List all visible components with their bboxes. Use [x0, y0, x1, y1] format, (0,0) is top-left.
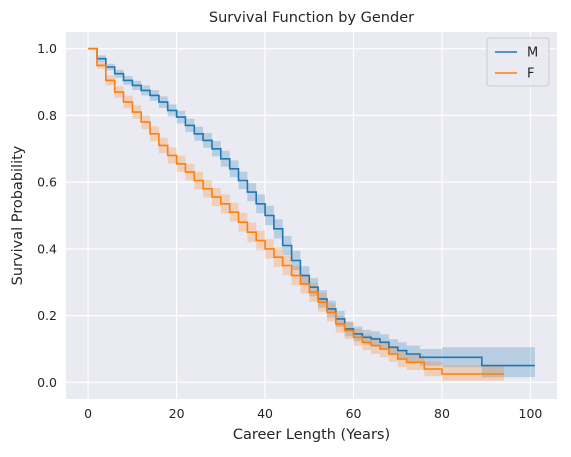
- y-tick-label: 0.8: [37, 108, 57, 123]
- survival-lines: [88, 47, 535, 375]
- x-axis-ticks: 0 20 40 60 80 100: [84, 406, 542, 421]
- ci-band-m: [88, 48, 535, 378]
- x-axis-label: Career Length (Years): [233, 427, 390, 443]
- survival-line-f: [88, 47, 504, 375]
- y-axis-label: Survival Probability: [10, 145, 26, 285]
- x-tick-label: 40: [257, 406, 273, 421]
- y-tick-label: 0.2: [37, 308, 57, 323]
- legend: MF: [486, 37, 550, 87]
- x-tick-label: 0: [84, 406, 92, 421]
- legend-box: [486, 37, 550, 87]
- x-tick-label: 80: [434, 406, 450, 421]
- chart-title: Survival Function by Gender: [209, 10, 414, 26]
- x-tick-label: 20: [169, 406, 185, 421]
- legend-label-f: F: [527, 67, 534, 82]
- y-tick-label: 0.6: [37, 175, 57, 190]
- x-tick-label: 60: [346, 406, 362, 421]
- plot-area: [66, 32, 557, 399]
- survival-line-m: [88, 47, 535, 367]
- y-tick-label: 1.0: [37, 41, 57, 56]
- y-tick-label: 0.0: [37, 375, 57, 390]
- y-axis-ticks: 0.0 0.2 0.4 0.6 0.8 1.0: [37, 41, 57, 390]
- confidence-bands: [88, 48, 535, 381]
- legend-label-m: M: [527, 46, 538, 61]
- y-tick-label: 0.4: [37, 241, 57, 256]
- x-tick-label: 100: [519, 406, 543, 421]
